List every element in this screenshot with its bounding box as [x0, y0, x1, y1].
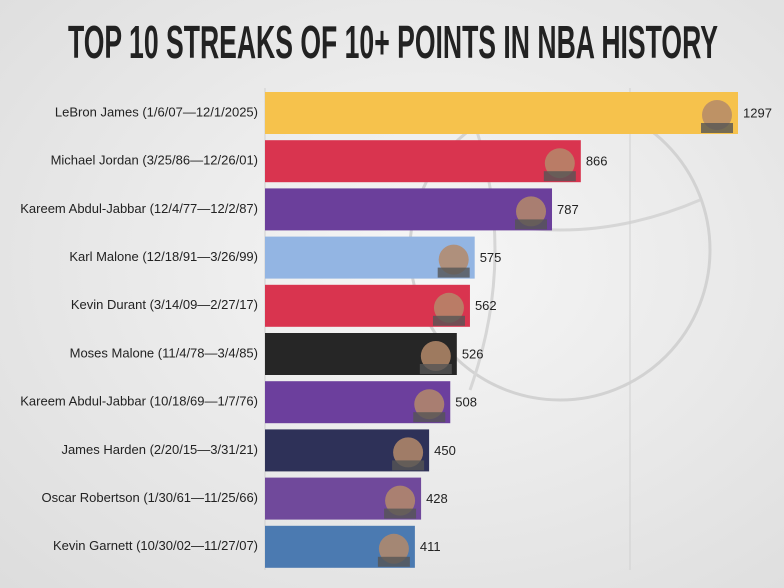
player-photo — [515, 219, 548, 230]
bar — [265, 140, 581, 183]
player-photo — [419, 364, 452, 374]
player-photo — [437, 267, 470, 278]
category-label: Oscar Robertson (1/30/61—11/25/66) — [41, 490, 258, 505]
category-label: James Harden (2/20/15—3/31/21) — [61, 442, 258, 457]
player-photo — [543, 171, 576, 182]
value-label: 562 — [475, 298, 497, 313]
player-photo — [438, 244, 469, 275]
value-label: 450 — [434, 443, 456, 458]
bar — [265, 92, 738, 134]
player-photo — [414, 389, 445, 420]
player-photo — [384, 508, 417, 519]
value-label: 866 — [586, 154, 608, 169]
category-label: Kevin Garnett (10/30/02—11/27/07) — [53, 538, 258, 553]
player-photo — [385, 485, 416, 516]
player-photo — [378, 533, 409, 564]
value-label: 1297 — [743, 105, 772, 120]
category-label: Kevin Durant (3/14/09—2/27/17) — [71, 297, 258, 312]
player-photo — [413, 412, 446, 423]
chart-title: TOP 10 STREAKS OF 10+ POINTS IN NBA HIST… — [68, 16, 718, 68]
category-label: LeBron James (1/6/07—12/1/2025) — [55, 104, 258, 119]
player-photo — [516, 196, 547, 227]
player-photo — [432, 315, 465, 326]
category-label: Karl Malone (12/18/91—3/26/99) — [69, 249, 258, 264]
player-photo — [433, 292, 464, 323]
player-photo — [702, 100, 732, 130]
value-label: 508 — [455, 395, 477, 410]
player-photo — [544, 148, 575, 179]
player-photo — [392, 460, 425, 471]
value-label: 526 — [462, 346, 484, 361]
bar — [265, 188, 553, 231]
player-photo — [420, 341, 451, 371]
player-photo — [393, 437, 424, 468]
category-label: Moses Malone (11/4/78—3/4/85) — [70, 345, 258, 360]
category-label: Michael Jordan (3/25/86—12/26/01) — [51, 153, 258, 168]
player-photo — [701, 123, 733, 133]
value-label: 411 — [420, 539, 441, 554]
category-label: Kareem Abdul-Jabbar (12/4/77—12/2/87) — [20, 201, 258, 216]
value-label: 575 — [480, 250, 502, 265]
value-label: 787 — [557, 202, 579, 217]
category-label: Kareem Abdul-Jabbar (10/18/69—1/7/76) — [20, 394, 258, 409]
value-label: 428 — [426, 491, 448, 506]
player-photo — [377, 556, 410, 567]
